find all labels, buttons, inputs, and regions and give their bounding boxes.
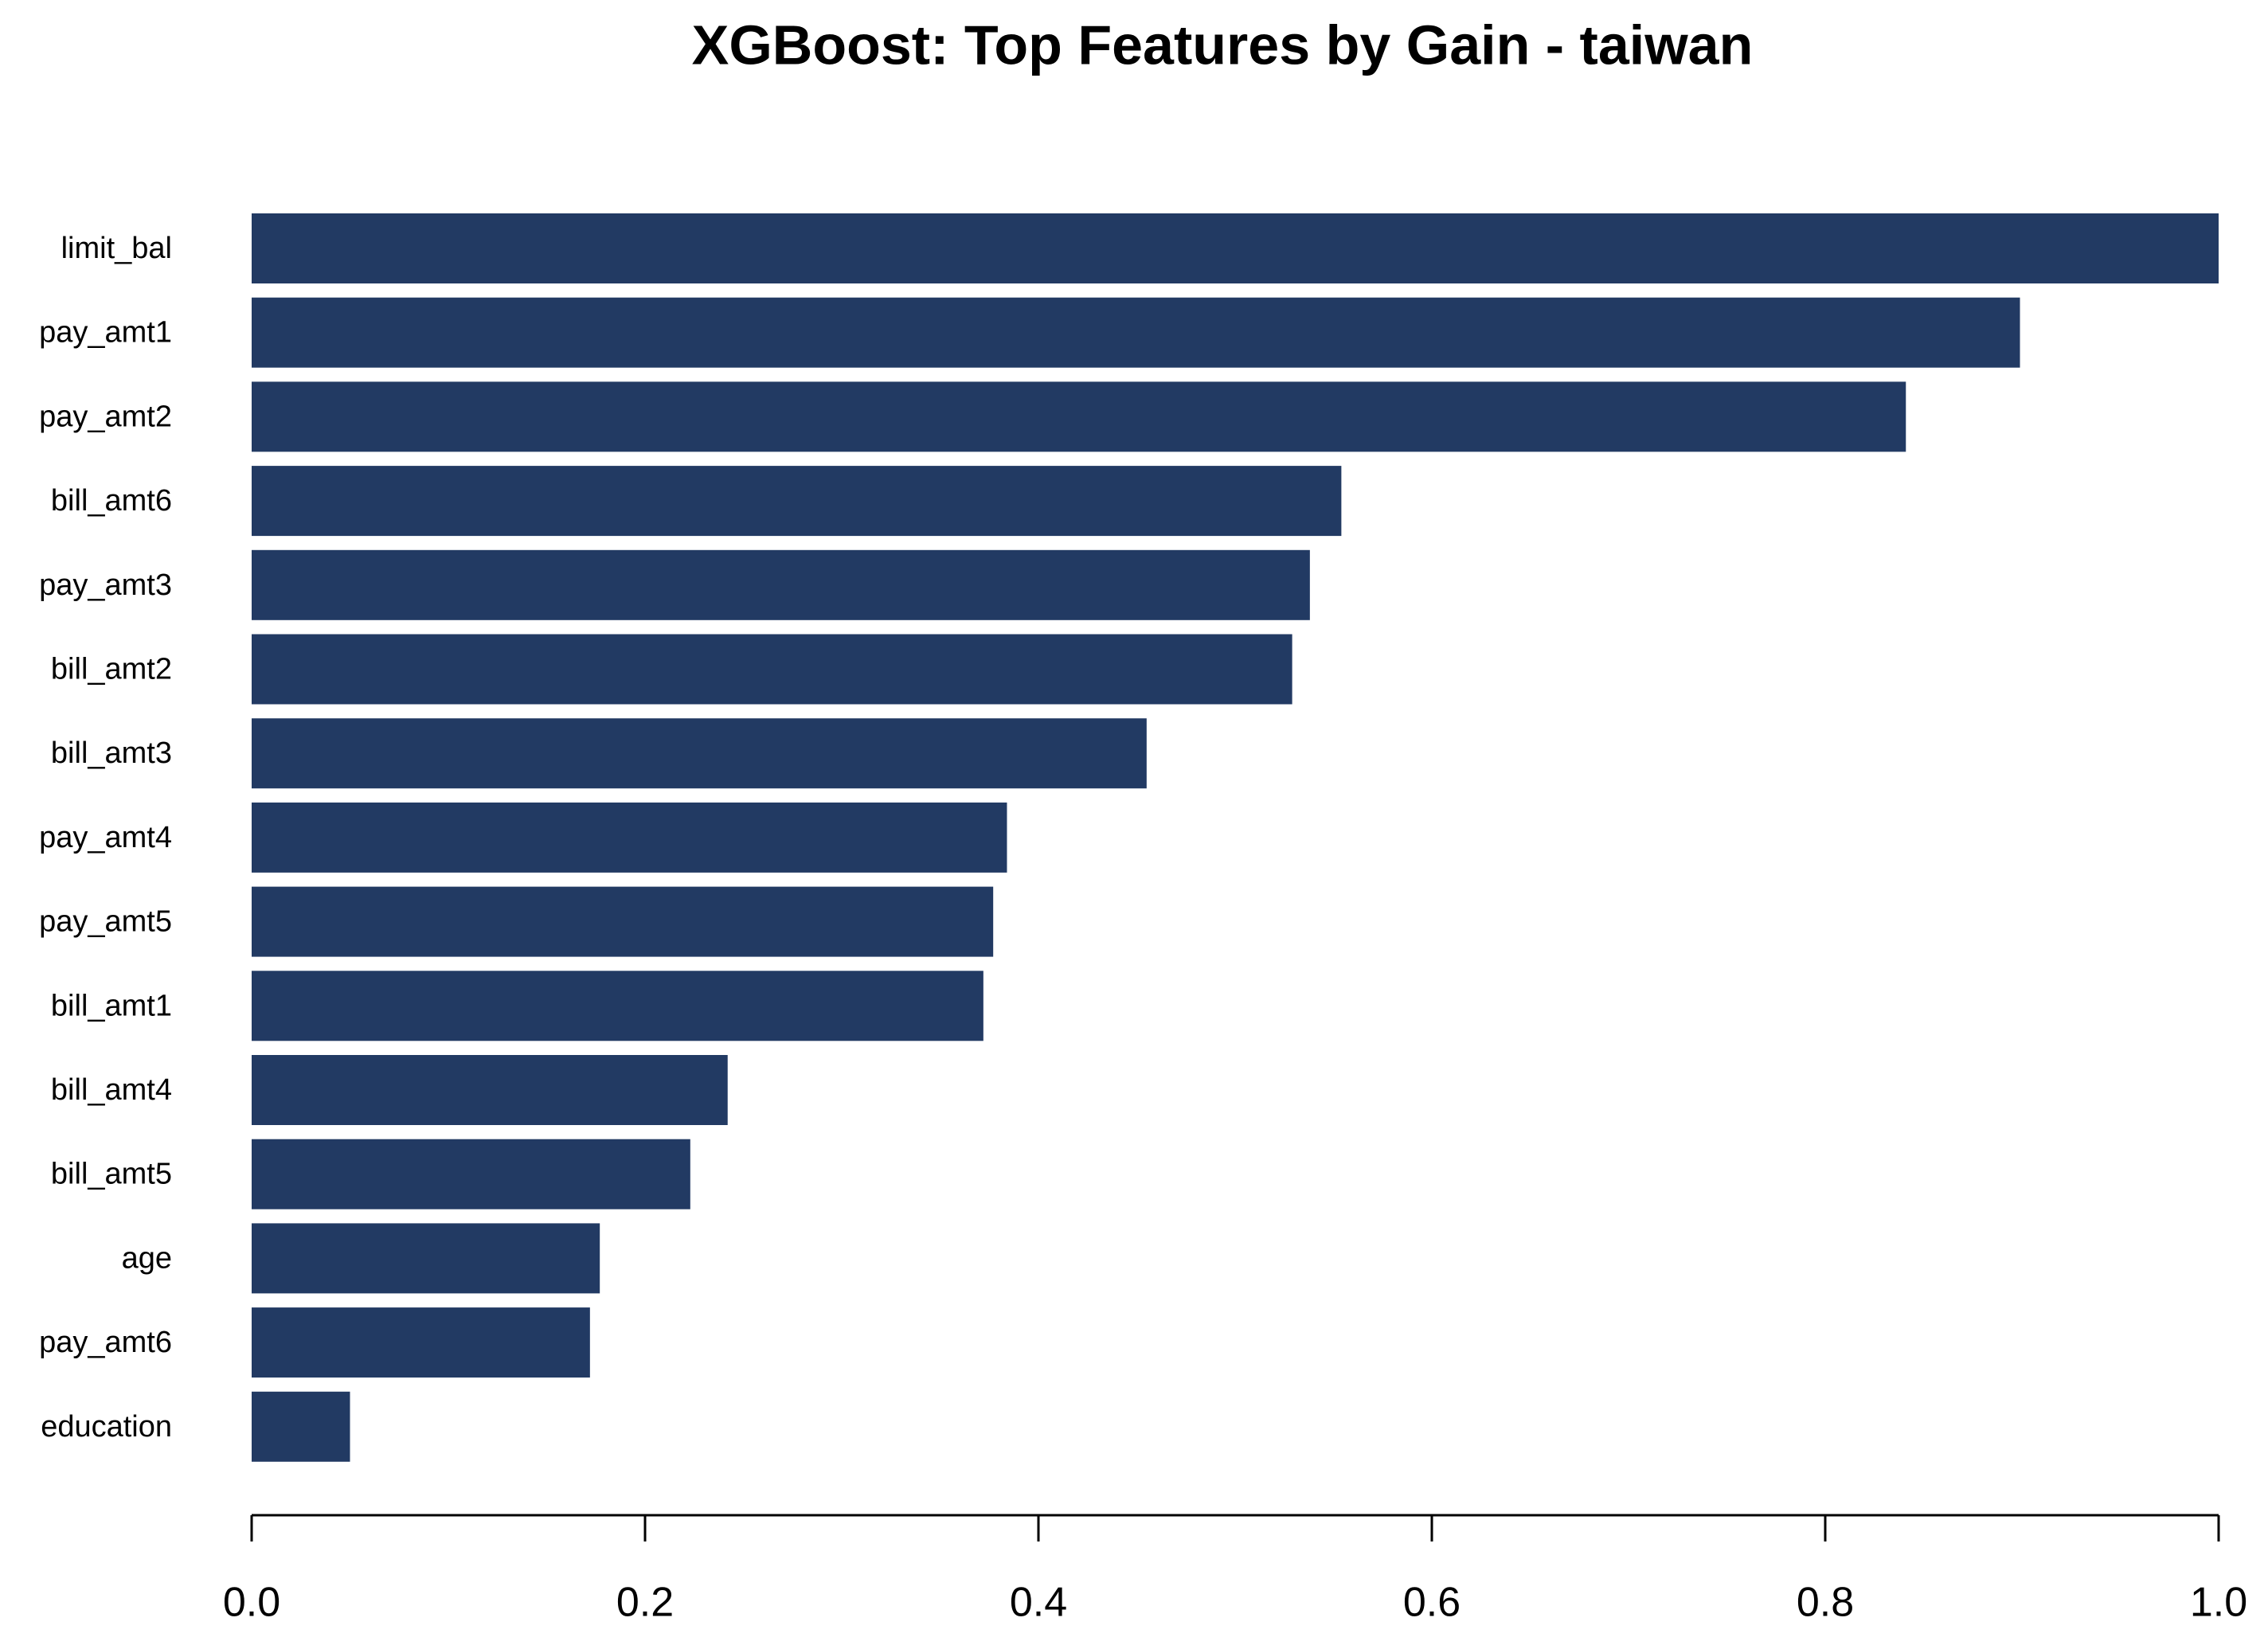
x-tick-label: 0.2 <box>616 1580 674 1626</box>
y-tick-label: pay_amt5 <box>39 905 172 939</box>
y-tick-label: bill_amt4 <box>51 1073 172 1107</box>
y-tick-label: age <box>122 1241 172 1275</box>
chart-title: XGBoost: Top Features by Gain - taiwan <box>692 14 1754 76</box>
bar <box>252 381 1906 452</box>
bar <box>252 549 1310 620</box>
y-tick-label: pay_amt6 <box>39 1326 172 1359</box>
bar <box>252 971 983 1041</box>
y-tick-label: bill_amt5 <box>51 1158 172 1191</box>
y-tick-label: bill_amt2 <box>51 653 172 686</box>
y-tick-label: pay_amt2 <box>39 400 172 433</box>
bar <box>252 1223 600 1294</box>
bar <box>252 634 1292 705</box>
x-tick-label: 0.0 <box>223 1580 280 1626</box>
x-tick-label: 1.0 <box>2190 1580 2247 1626</box>
bar <box>252 213 2219 283</box>
bar <box>252 718 1147 789</box>
bar <box>252 1391 350 1462</box>
x-tick-label: 0.4 <box>1010 1580 1067 1626</box>
bar <box>252 802 1007 873</box>
y-tick-label: bill_amt6 <box>51 484 172 518</box>
y-tick-label: pay_amt1 <box>39 316 172 350</box>
bar <box>252 297 2020 368</box>
y-tick-label: bill_amt1 <box>51 989 172 1022</box>
y-tick-label: pay_amt4 <box>39 821 172 854</box>
x-tick-label: 0.8 <box>1797 1580 1854 1626</box>
bar <box>252 1139 690 1209</box>
bar <box>252 1307 590 1378</box>
y-tick-label: pay_amt3 <box>39 569 172 602</box>
x-tick-label: 0.6 <box>1403 1580 1461 1626</box>
y-tick-label: limit_bal <box>61 232 172 265</box>
bar <box>252 1055 728 1125</box>
bar <box>252 466 1342 537</box>
y-tick-label: education <box>41 1410 172 1444</box>
y-tick-label: bill_amt3 <box>51 737 172 770</box>
bar <box>252 886 994 957</box>
